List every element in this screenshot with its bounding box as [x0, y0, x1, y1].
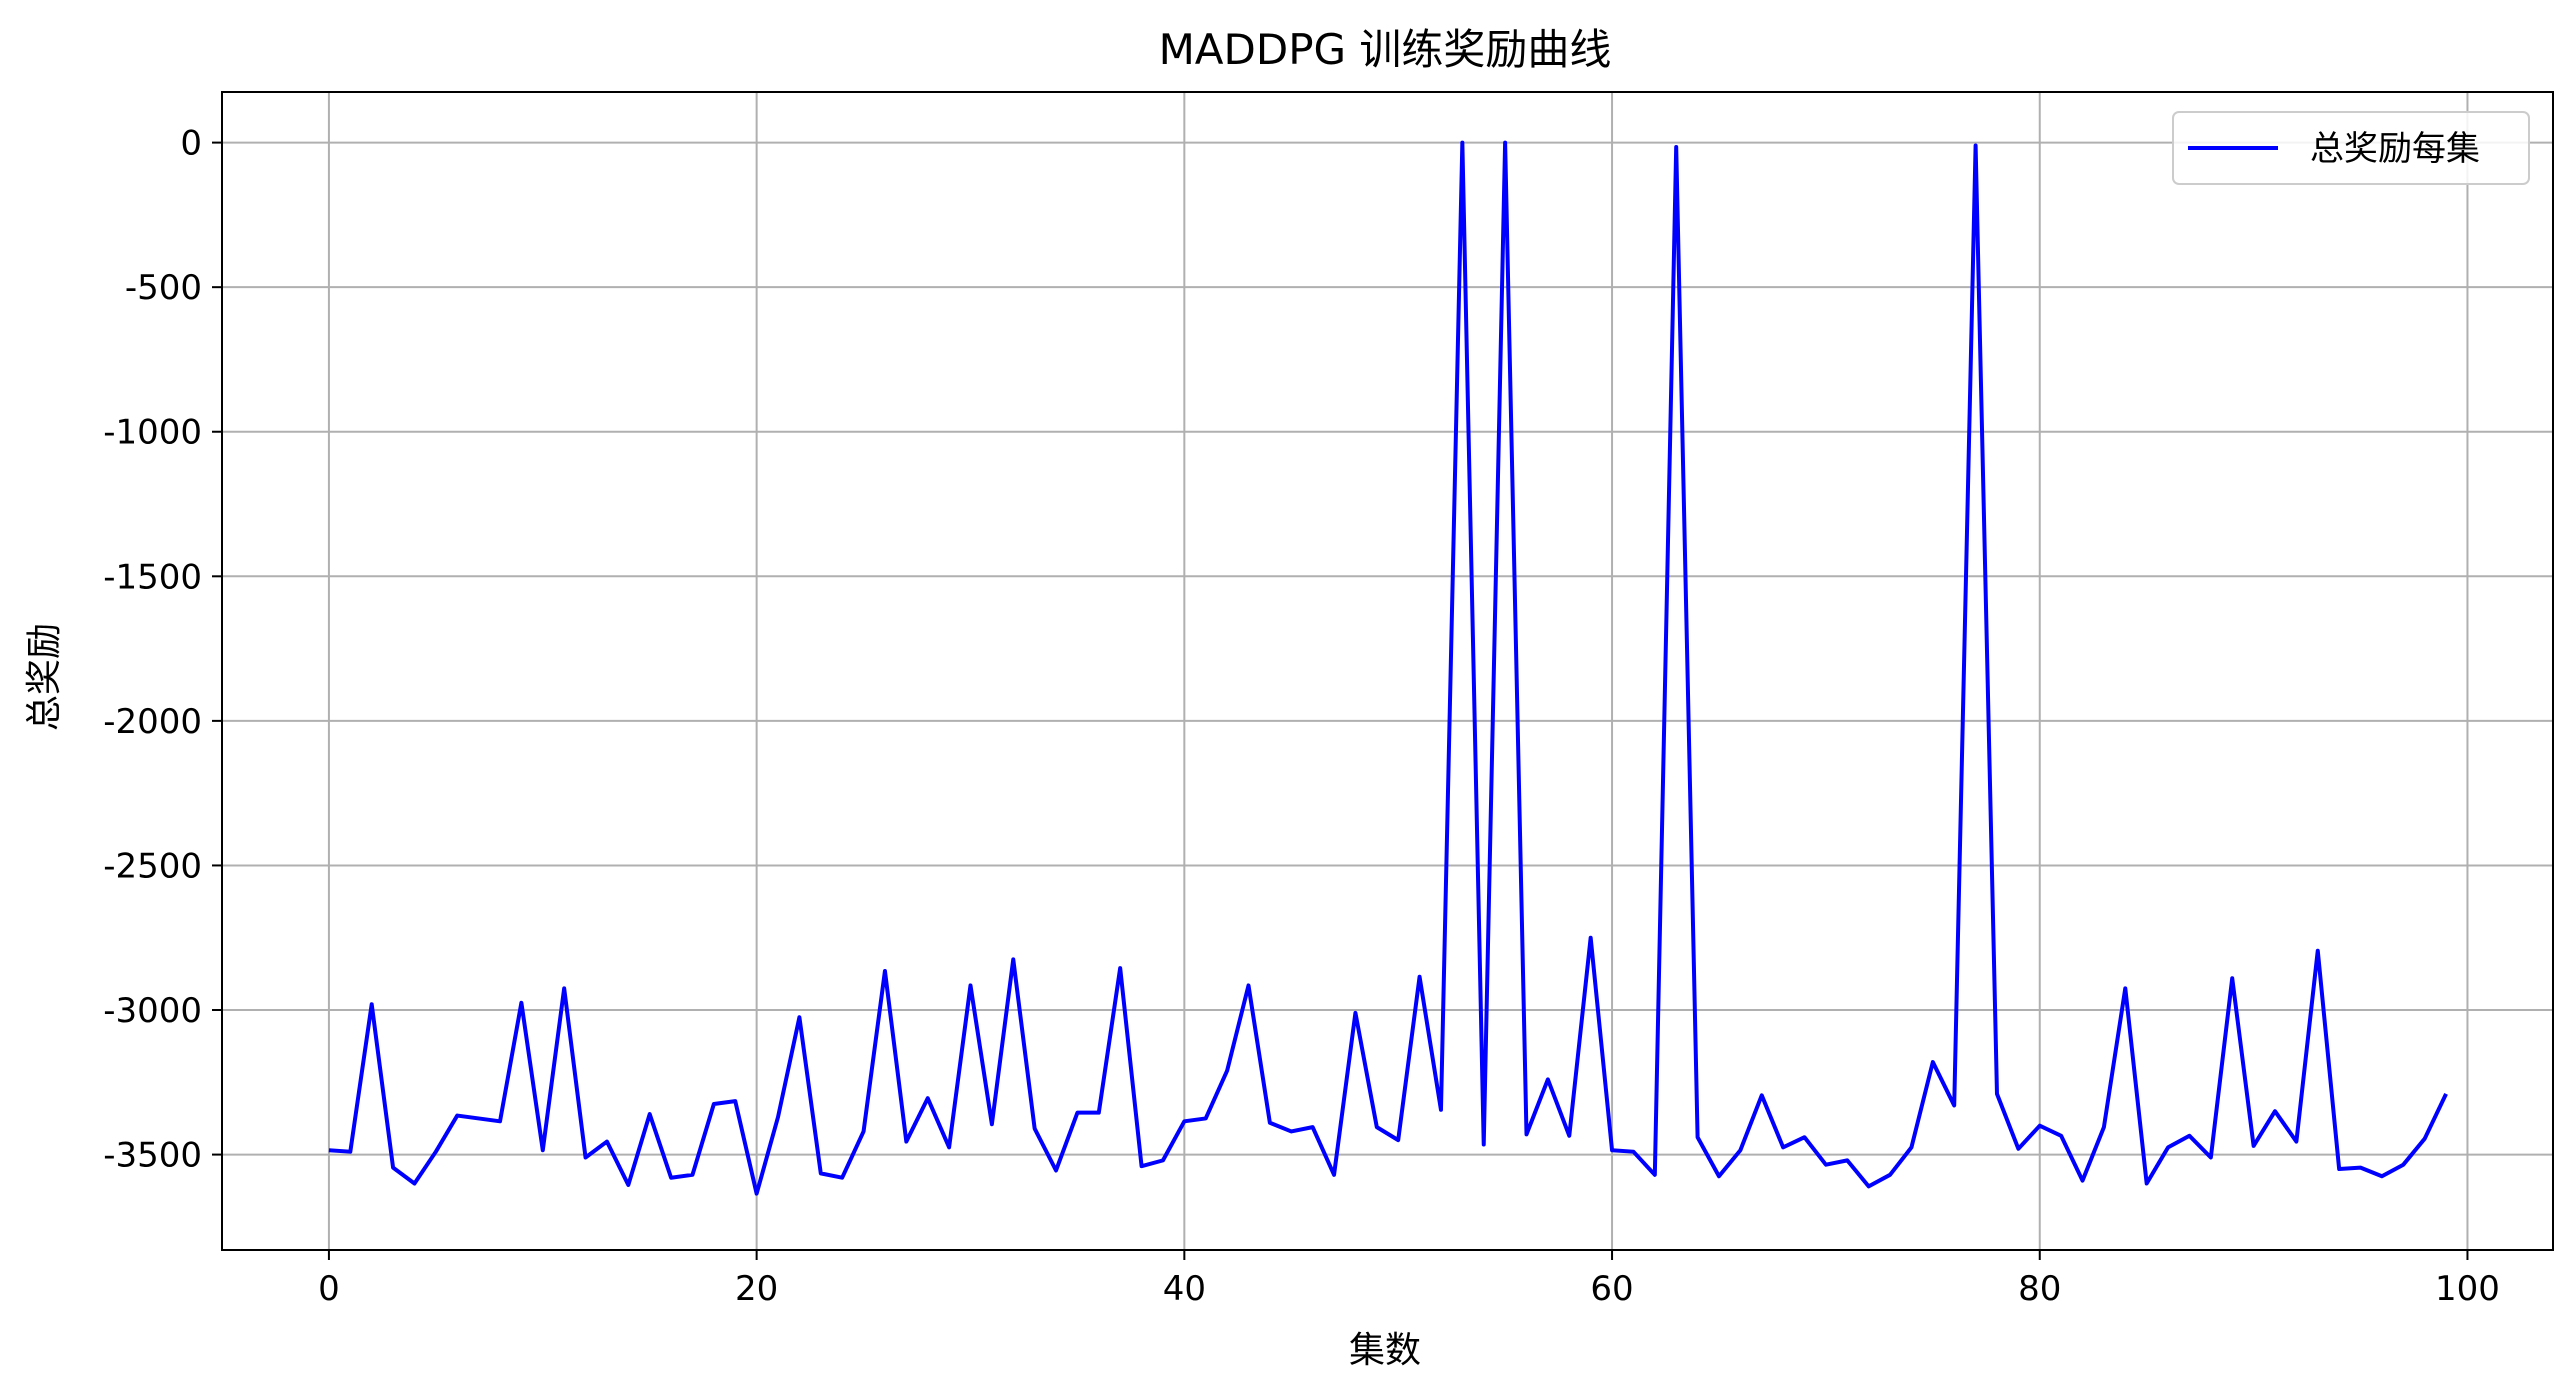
y-tick-label: -3500: [103, 1136, 202, 1176]
series-line: [328, 140, 2448, 1196]
y-tick-label: -1000: [103, 413, 202, 453]
y-axis-label: 总奖励: [24, 623, 65, 731]
y-tick-labels: 0 -500 -1000 -1500 -2000 -2500 -3000 -3500: [103, 124, 202, 1176]
y-tick-label: -1500: [103, 557, 202, 597]
x-tick-label: 80: [2018, 1269, 2061, 1309]
chart-title: MADDPG 训练奖励曲线: [1159, 25, 1612, 74]
x-tick-label: 20: [735, 1269, 778, 1309]
legend: 总奖励每集: [2172, 111, 2530, 185]
y-tick-label: -3000: [103, 991, 202, 1031]
plot-frame: [221, 91, 2554, 1251]
x-tick-label: 40: [1163, 1269, 1206, 1309]
y-tick-label: -500: [125, 268, 202, 308]
x-tick-label: 0: [318, 1269, 340, 1309]
y-tick-label: 0: [180, 124, 202, 164]
series-group: [328, 140, 2448, 1196]
legend-box: [2172, 111, 2530, 185]
legend-label: 总奖励每集: [2310, 129, 2480, 169]
x-tick-label: 100: [2435, 1269, 2500, 1309]
axis-ticks: [212, 141, 2469, 1260]
y-tick-label: -2500: [103, 846, 202, 886]
x-axis-label: 集数: [1349, 1330, 1421, 1371]
y-tick-label: -2000: [103, 702, 202, 742]
x-tick-labels: 0 20 40 60 80 100: [318, 1269, 2500, 1309]
x-tick-label: 60: [1590, 1269, 1633, 1309]
